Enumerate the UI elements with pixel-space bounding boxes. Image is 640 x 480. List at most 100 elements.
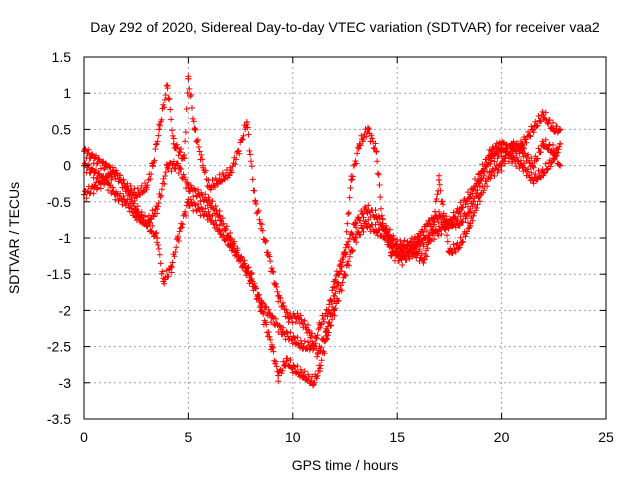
data-point <box>285 314 292 321</box>
data-point <box>323 336 330 343</box>
y-tick-label: 0 <box>63 158 71 174</box>
y-tick-label: -1.5 <box>47 266 71 282</box>
data-point <box>498 148 505 155</box>
data-point <box>195 191 202 198</box>
data-point <box>101 177 108 184</box>
data-point <box>342 249 348 256</box>
data-point <box>550 155 557 162</box>
data-point <box>91 155 98 162</box>
data-point <box>122 184 129 191</box>
data-point <box>379 220 386 227</box>
data-point <box>435 177 442 184</box>
data-point <box>557 140 564 147</box>
data-point <box>101 162 108 169</box>
data-point <box>227 235 234 241</box>
data-point <box>164 82 171 89</box>
chart-title: Day 292 of 2020, Sidereal Day-to-day VTE… <box>90 19 600 35</box>
data-series-layer <box>81 73 564 389</box>
data-point <box>488 148 495 155</box>
data-point <box>529 126 536 133</box>
data-point <box>435 213 442 220</box>
data-point <box>185 198 192 205</box>
data-point <box>509 140 516 147</box>
x-tick-label: 15 <box>389 429 405 445</box>
data-point <box>258 307 265 314</box>
data-point <box>227 169 234 176</box>
data-point <box>314 350 321 357</box>
data-point <box>112 169 119 176</box>
data-point <box>133 213 140 220</box>
data-point <box>235 148 242 155</box>
y-tick-label: -0.5 <box>47 194 71 210</box>
x-axis-label: GPS time / hours <box>292 457 399 473</box>
data-point <box>170 140 177 147</box>
data-point <box>264 249 271 256</box>
data-point <box>557 126 564 133</box>
y-tick-label: -3 <box>59 375 72 391</box>
data-point <box>425 220 432 227</box>
data-point <box>133 191 140 198</box>
data-point <box>181 155 188 162</box>
data-point <box>446 220 453 227</box>
data-point <box>168 263 175 270</box>
data-point <box>373 148 380 155</box>
x-tick-label: 5 <box>185 429 193 445</box>
data-point <box>373 213 380 220</box>
y-tick-label: -2 <box>59 302 72 318</box>
data-point <box>289 365 296 372</box>
data-point <box>415 235 422 241</box>
data-point <box>216 227 223 234</box>
data-point <box>316 321 323 328</box>
data-point <box>185 184 192 191</box>
y-tick-label: -1 <box>59 230 72 246</box>
data-point <box>164 162 171 169</box>
data-point <box>216 177 223 184</box>
x-tick-label: 20 <box>494 429 510 445</box>
data-point <box>316 365 323 372</box>
data-point <box>362 220 369 227</box>
data-point <box>154 235 161 241</box>
data-point <box>488 155 495 162</box>
data-point <box>174 162 181 169</box>
data-point <box>143 220 150 227</box>
data-point <box>185 75 192 82</box>
data-point <box>237 256 244 263</box>
data-point <box>404 249 411 256</box>
data-point <box>243 119 250 126</box>
data-point <box>410 249 417 256</box>
data-point <box>195 206 202 213</box>
data-point <box>435 227 442 234</box>
x-tick-label: 10 <box>285 429 301 445</box>
data-point <box>200 162 207 169</box>
data-point <box>275 292 282 299</box>
data-point <box>467 206 474 213</box>
data-point <box>415 242 422 249</box>
data-point <box>300 343 307 350</box>
data-point <box>529 162 536 169</box>
data-point <box>143 184 150 191</box>
data-point <box>248 271 255 278</box>
data-point <box>509 155 516 162</box>
data-point <box>456 206 463 213</box>
data-point <box>467 220 474 227</box>
y-tick-label: 1.5 <box>52 49 72 65</box>
data-point <box>154 206 161 213</box>
data-point <box>206 184 213 191</box>
data-point <box>356 140 363 147</box>
y-axis-label: SDTVAR / TECUs <box>6 182 22 294</box>
data-point <box>268 314 275 321</box>
data-point <box>283 358 290 365</box>
data-point <box>252 198 259 205</box>
data-point <box>342 271 348 278</box>
data-point <box>156 126 163 133</box>
data-point <box>331 307 338 314</box>
data-point <box>122 198 129 205</box>
data-point <box>557 162 564 169</box>
y-tick-label: 1 <box>63 85 71 101</box>
data-point <box>206 213 213 220</box>
data-point <box>488 169 495 176</box>
data-point <box>91 169 98 176</box>
data-point <box>456 220 463 227</box>
